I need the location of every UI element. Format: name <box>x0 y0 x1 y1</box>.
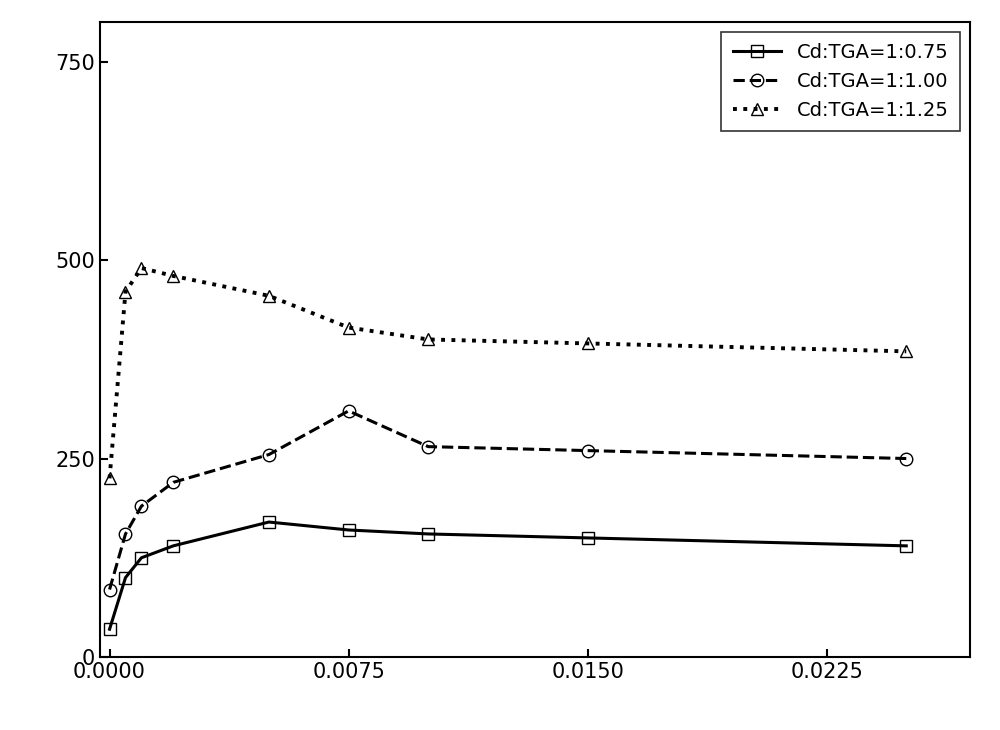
Line: Cd:TGA=1:1.00: Cd:TGA=1:1.00 <box>103 404 913 596</box>
Cd:TGA=1:1.00 <box>119 529 131 538</box>
Cd:TGA=1:0.75 <box>900 542 912 550</box>
Cd:TGA=1:1.25 <box>104 474 116 483</box>
Cd:TGA=1:1.00 <box>104 585 116 594</box>
Cd:TGA=1:1.00 <box>582 446 594 455</box>
Cd:TGA=1:1.25 <box>119 288 131 296</box>
Cd:TGA=1:1.25 <box>263 291 275 300</box>
Cd:TGA=1:1.25 <box>422 335 434 344</box>
Cd:TGA=1:1.00 <box>900 454 912 463</box>
Cd:TGA=1:1.25 <box>167 272 179 280</box>
Cd:TGA=1:0.75 <box>167 542 179 550</box>
Cd:TGA=1:1.25 <box>135 264 147 272</box>
Cd:TGA=1:1.00 <box>167 478 179 487</box>
Cd:TGA=1:1.00 <box>422 442 434 451</box>
Cd:TGA=1:0.75 <box>263 518 275 526</box>
Cd:TGA=1:0.75 <box>422 529 434 538</box>
Cd:TGA=1:0.75 <box>343 526 355 534</box>
Legend: Cd:TGA=1:0.75, Cd:TGA=1:1.00, Cd:TGA=1:1.25: Cd:TGA=1:0.75, Cd:TGA=1:1.00, Cd:TGA=1:1… <box>721 31 960 131</box>
Cd:TGA=1:1.00 <box>135 502 147 510</box>
Line: Cd:TGA=1:1.25: Cd:TGA=1:1.25 <box>103 262 913 485</box>
Cd:TGA=1:0.75 <box>135 553 147 562</box>
Cd:TGA=1:0.75 <box>582 534 594 542</box>
Cd:TGA=1:1.00 <box>263 450 275 459</box>
Line: Cd:TGA=1:0.75: Cd:TGA=1:0.75 <box>104 517 912 635</box>
Cd:TGA=1:1.25 <box>582 339 594 347</box>
Cd:TGA=1:1.00 <box>343 407 355 415</box>
Cd:TGA=1:0.75 <box>119 573 131 582</box>
Cd:TGA=1:0.75 <box>104 625 116 634</box>
Cd:TGA=1:1.25 <box>900 347 912 356</box>
Cd:TGA=1:1.25 <box>343 323 355 332</box>
